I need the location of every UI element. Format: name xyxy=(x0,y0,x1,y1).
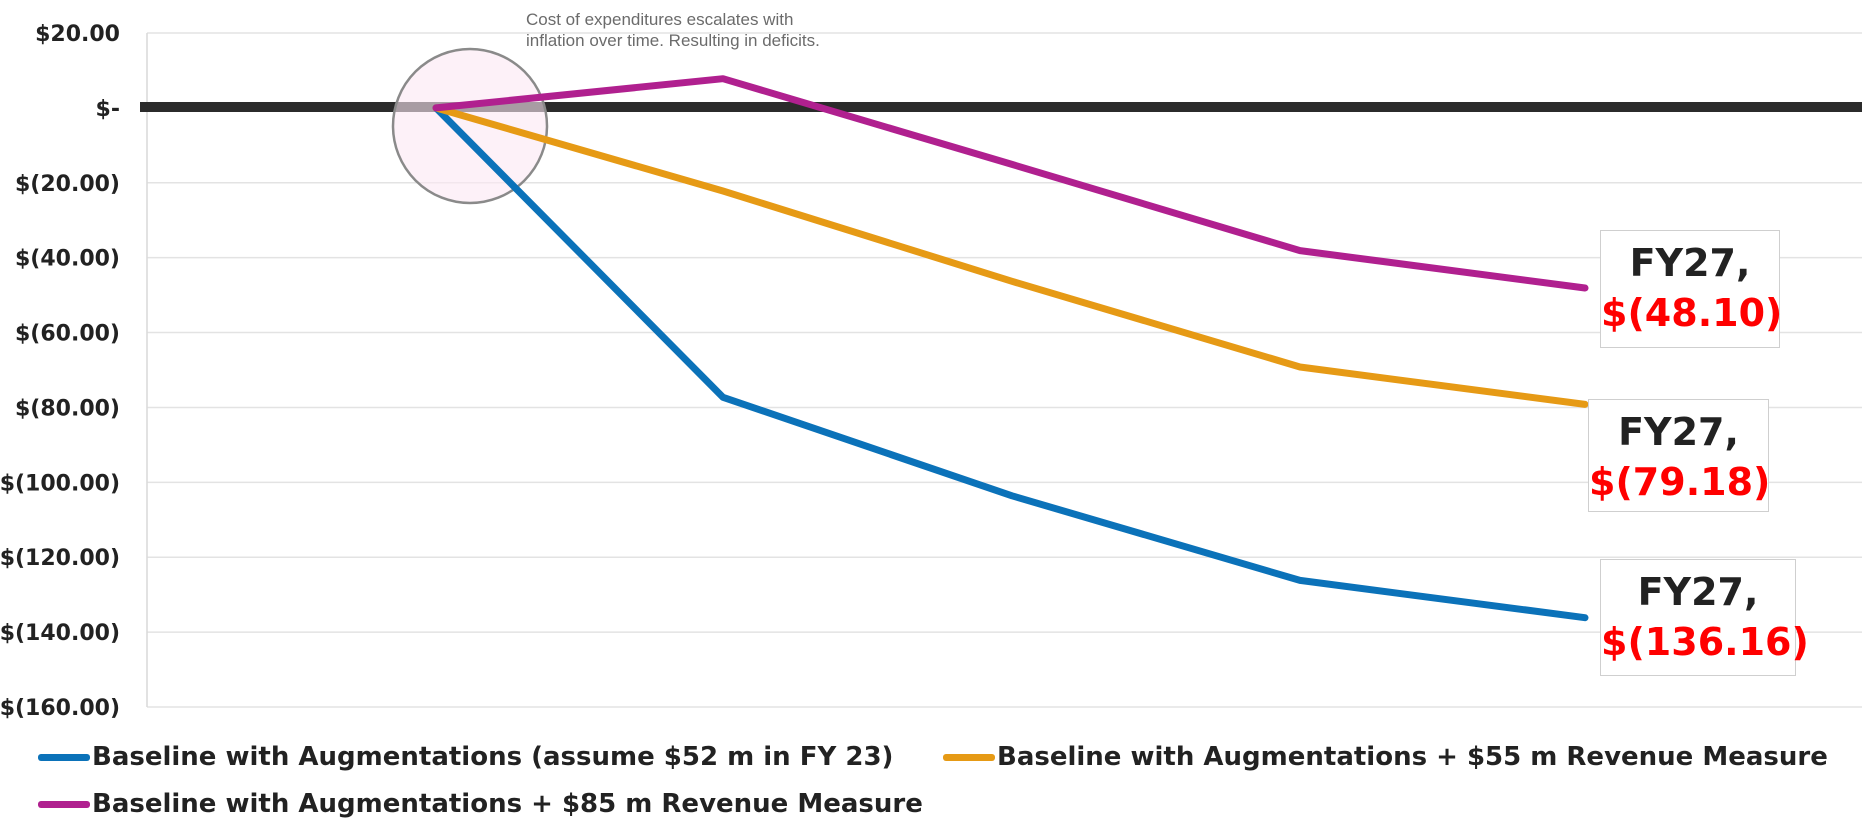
callout-value: $(79.18) xyxy=(1589,460,1771,504)
line-chart: $20.00 $- $(20.00) $(40.00) $(60.00) $(80.00)… xyxy=(0,22,1862,721)
legend-item-55m: Baseline with Augmentations + $55 m Reve… xyxy=(943,742,1828,772)
series-line-1 xyxy=(432,104,1589,408)
annotation-text: Cost of expenditures escalates with infl… xyxy=(526,10,820,50)
y-tick-label: $(40.00) xyxy=(15,247,120,272)
callout-85m-series: FY27, $(48.10) xyxy=(1600,230,1783,348)
callout-value: $(48.10) xyxy=(1601,291,1783,335)
y-tick-labels: $20.00 $- $(20.00) $(40.00) $(60.00) $(80.00)… xyxy=(0,22,120,721)
series-line-0 xyxy=(432,104,1589,622)
y-tick-label: $(160.00) xyxy=(0,696,120,721)
legend-swatch xyxy=(943,753,995,761)
y-tick-label: $(140.00) xyxy=(0,621,120,646)
legend-swatch xyxy=(38,753,90,761)
legend-swatch xyxy=(38,800,90,808)
callout-baseline-series: FY27, $(136.16) xyxy=(1600,559,1809,676)
legend-label: Baseline with Augmentations + $85 m Reve… xyxy=(92,789,923,819)
y-tick-label: $(20.00) xyxy=(15,172,120,197)
y-tick-label: $(120.00) xyxy=(0,546,120,571)
series-lines xyxy=(432,75,1589,622)
y-tick-label: $20.00 xyxy=(35,22,120,47)
legend-item-85m: Baseline with Augmentations + $85 m Reve… xyxy=(38,789,923,819)
callout-label: FY27, xyxy=(1637,570,1759,614)
callout-label: FY27, xyxy=(1618,410,1739,454)
y-tick-label: $(60.00) xyxy=(15,322,120,347)
legend-label: Baseline with Augmentations (assume $52 … xyxy=(92,742,894,772)
y-tick-label: $(100.00) xyxy=(0,471,120,496)
y-tick-label: $(80.00) xyxy=(15,396,120,421)
highlight-circle xyxy=(391,47,549,205)
callout-55m-series: FY27, $(79.18) xyxy=(1588,399,1771,512)
y-tick-label: $- xyxy=(96,97,120,122)
callout-label: FY27, xyxy=(1629,241,1751,285)
legend-item-baseline: Baseline with Augmentations (assume $52 … xyxy=(38,742,893,772)
callout-value: $(136.16) xyxy=(1601,620,1809,664)
legend: Baseline with Augmentations (assume $52 … xyxy=(0,738,1862,821)
legend-label: Baseline with Augmentations + $55 m Reve… xyxy=(997,742,1828,772)
